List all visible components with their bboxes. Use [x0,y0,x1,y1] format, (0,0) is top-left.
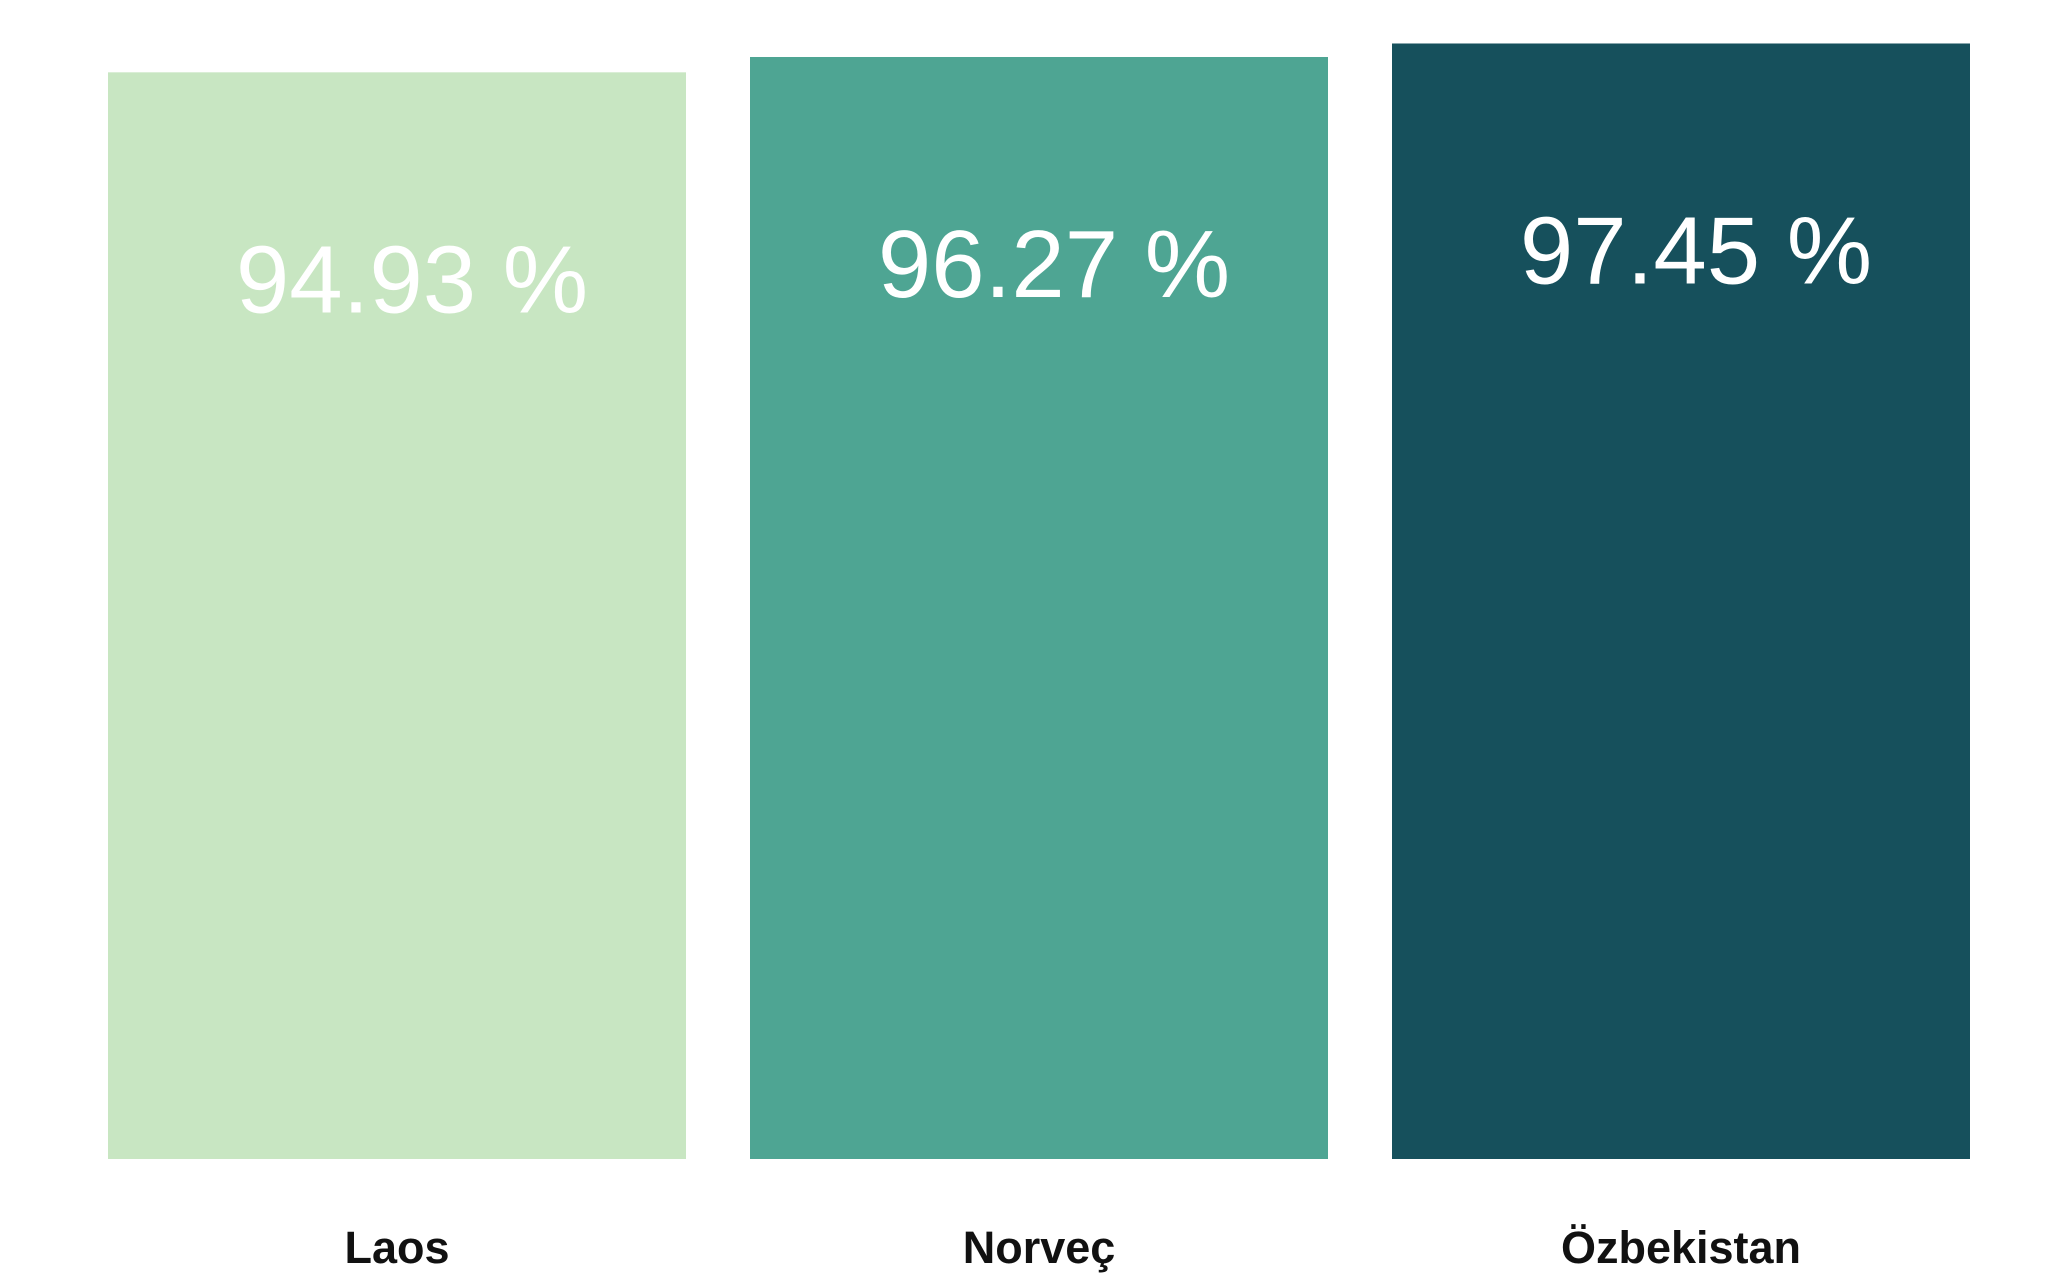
category-label-2: Özbekistan [1561,1222,1801,1273]
value-label-2: 97.45 % [1520,197,1872,304]
bars-layer [108,43,1970,1159]
value-label-0: 94.93 % [236,226,588,333]
value-label-1: 96.27 % [878,211,1230,318]
bar-0 [108,72,686,1159]
value-labels-layer: 94.93 % 96.27 % 97.45 % [236,197,1872,333]
category-labels-layer: Laos Norveç Özbekistan [344,1222,1801,1273]
category-label-0: Laos [344,1222,449,1273]
category-label-1: Norveç [963,1222,1116,1273]
bar-1 [750,56,1328,1159]
bar-2 [1392,43,1970,1159]
